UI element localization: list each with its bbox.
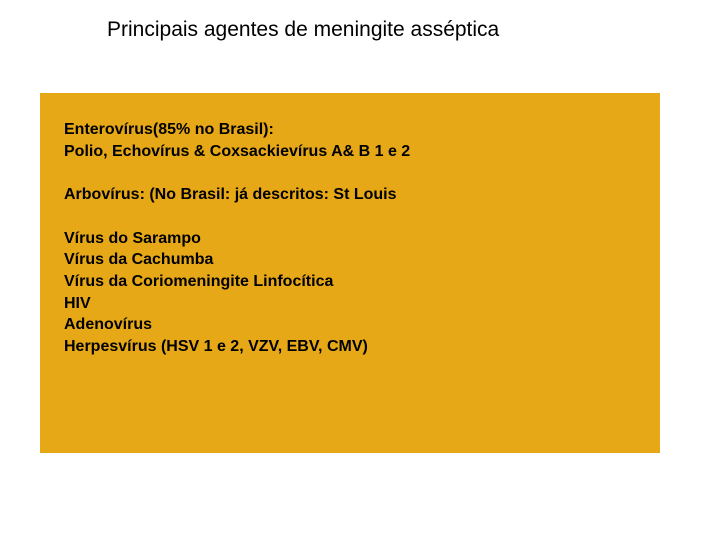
block-arbovirus: Arbovírus: (No Brasil: já descritos: St … — [64, 184, 636, 206]
text-line: Enterovírus(85% no Brasil): — [64, 119, 636, 141]
content-panel: Enterovírus(85% no Brasil): Polio, Echov… — [40, 93, 660, 453]
text-line: Vírus da Coriomeningite Linfocítica — [64, 271, 636, 293]
page-title: Principais agentes de meningite asséptic… — [107, 18, 499, 42]
text-line: Polio, Echovírus & Coxsackievírus A& B 1… — [64, 141, 636, 163]
text-line: Herpesvírus (HSV 1 e 2, VZV, EBV, CMV) — [64, 336, 636, 358]
block-other-viruses: Vírus do Sarampo Vírus da Cachumba Vírus… — [64, 228, 636, 358]
text-line: Vírus da Cachumba — [64, 249, 636, 271]
text-line: Vírus do Sarampo — [64, 228, 636, 250]
block-enterovirus: Enterovírus(85% no Brasil): Polio, Echov… — [64, 119, 636, 162]
text-line: HIV — [64, 293, 636, 315]
text-line: Arbovírus: (No Brasil: já descritos: St … — [64, 184, 636, 206]
text-line: Adenovírus — [64, 314, 636, 336]
